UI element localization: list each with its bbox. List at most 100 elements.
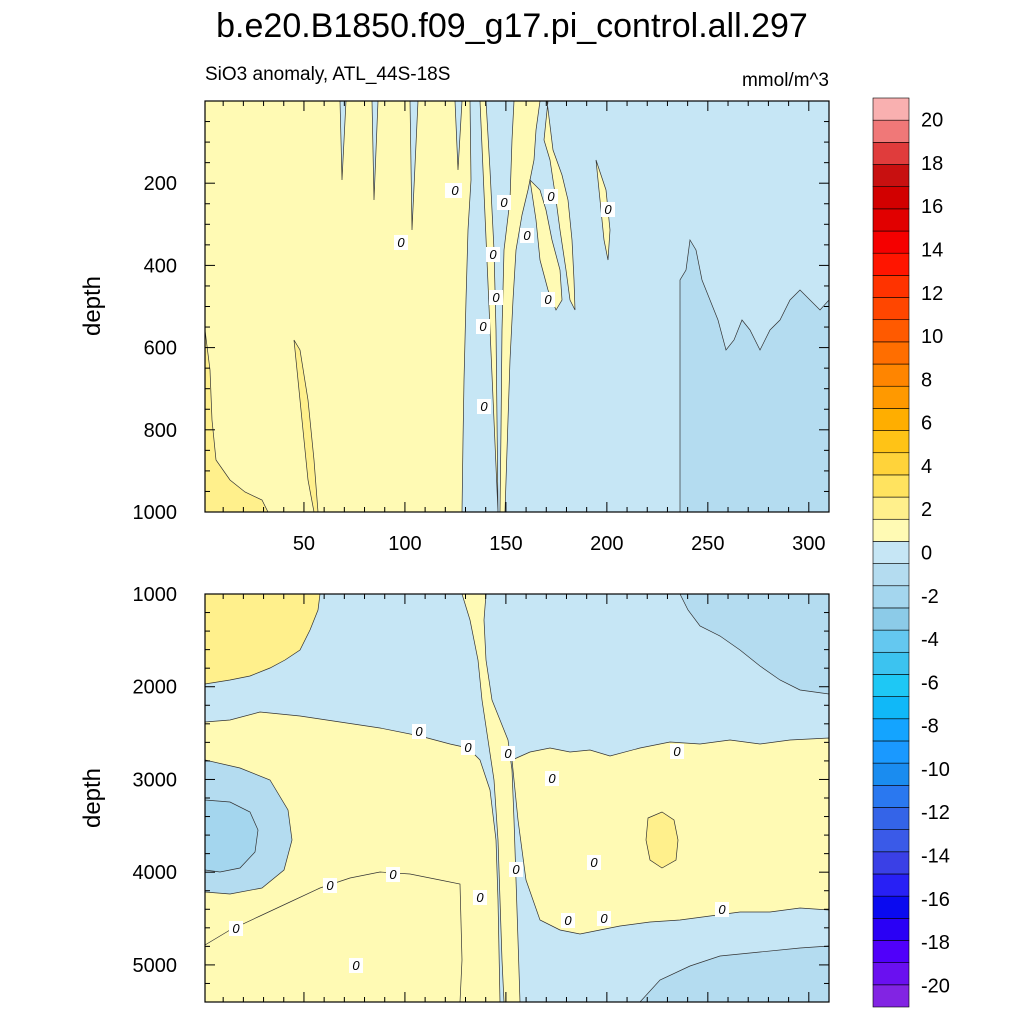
- colorbar-swatch: [872, 740, 910, 764]
- colorbar-label: -14: [921, 846, 950, 868]
- colorbar-swatch: [872, 164, 910, 187]
- colorbar-swatch: [872, 918, 910, 941]
- colorbar-swatch: [872, 629, 910, 653]
- y-tick-label: 1000: [133, 502, 178, 524]
- svg-text:0: 0: [673, 744, 681, 759]
- contour-label: 0: [477, 399, 491, 414]
- y-tick-label: 400: [144, 255, 177, 277]
- y-tick-label: 3000: [133, 769, 178, 791]
- lower-y-axis-label: depth: [79, 768, 106, 828]
- contour-label: 0: [597, 911, 611, 926]
- colorbar-swatch: [872, 607, 910, 631]
- colorbar-swatch: [872, 385, 910, 409]
- colorbar-swatch: [872, 829, 910, 853]
- svg-text:0: 0: [590, 855, 598, 870]
- colorbar-label: 8: [921, 369, 932, 391]
- contour-label: 0: [473, 890, 487, 905]
- colorbar-swatch: [872, 186, 910, 210]
- svg-text:0: 0: [512, 862, 520, 877]
- colorbar-swatch: [872, 518, 910, 542]
- colorbar-swatch: [872, 651, 910, 675]
- contour-label: 0: [349, 958, 363, 973]
- upper-positive-region: [205, 101, 472, 512]
- colorbar-label: 0: [921, 543, 932, 565]
- contour-label: 0: [715, 902, 729, 917]
- colorbar-labels: -20-18-16-14-12-10-8-6-4-202468101214161…: [921, 110, 950, 998]
- colorbar-swatch: [872, 895, 910, 919]
- colorbar-swatch: [872, 984, 910, 1008]
- svg-text:0: 0: [600, 911, 608, 926]
- y-tick-label: 1000: [133, 584, 178, 606]
- colorbar-swatch: [872, 541, 910, 564]
- colorbar-swatch: [872, 807, 910, 830]
- upper-y-axis-label: depth: [79, 276, 106, 336]
- svg-text:0: 0: [326, 878, 334, 893]
- contour-label: 0: [486, 247, 500, 262]
- contour-label: 0: [541, 292, 555, 307]
- x-tick-label: 200: [590, 533, 623, 555]
- svg-text:0: 0: [548, 771, 556, 786]
- colorbar-label: -20: [921, 975, 950, 997]
- chart-title: b.e20.B1850.f09_g17.pi_control.all.297: [216, 7, 808, 45]
- y-tick-label: 200: [144, 173, 177, 195]
- contour-label: 0: [412, 724, 426, 739]
- x-tick-label: 300: [792, 533, 825, 555]
- colorbar-swatch: [872, 230, 910, 254]
- svg-text:0: 0: [523, 228, 531, 243]
- svg-text:0: 0: [564, 913, 572, 928]
- lower-y-ticks: 1000 2000 3000 4000 5000: [133, 584, 829, 1003]
- upper-warm-streak: [293, 339, 319, 512]
- svg-text:0: 0: [464, 740, 472, 755]
- svg-text:0: 0: [489, 247, 497, 262]
- colorbar-swatch: [872, 408, 910, 431]
- colorbar-swatch: [872, 430, 910, 454]
- svg-text:0: 0: [547, 189, 555, 204]
- colorbar-label: 16: [921, 196, 943, 218]
- contour-label: 0: [670, 744, 684, 759]
- svg-text:0: 0: [397, 235, 405, 250]
- contour-label: 0: [587, 855, 601, 870]
- contour-label: 0: [448, 183, 462, 198]
- contour-label: 0: [461, 740, 475, 755]
- colorbar-label: -18: [921, 932, 950, 954]
- colorbar-swatch: [872, 873, 910, 897]
- lower-contour-labels: 0 0 0 0 0 0 0 0 0 0 0 0 0 0 0: [229, 724, 729, 973]
- chart-subtitle: SiO3 anomaly, ATL_44S-18S: [205, 64, 450, 85]
- lower-contour-field: 0 0 0 0 0 0 0 0 0 0 0 0 0 0 0: [205, 594, 829, 1002]
- colorbar-swatch: [872, 718, 910, 742]
- colorbar-label: -10: [921, 759, 950, 781]
- upper-positive-streaks: [479, 101, 576, 512]
- contour-label: 0: [601, 202, 615, 217]
- colorbar-swatch: [872, 97, 910, 121]
- svg-text:0: 0: [500, 195, 508, 210]
- upper-x-ticks: 50 100 150 200 250 300: [222, 101, 830, 555]
- contour-label: 0: [497, 195, 511, 210]
- upper-warm-lower-left: [205, 329, 269, 512]
- lower-warm-upper-left: [205, 594, 321, 685]
- lower-panel: 0 0 0 0 0 0 0 0 0 0 0 0 0 0 0 1000 2000 3000 4000 5000 dep…: [79, 584, 830, 1003]
- upper-y-ticks: 200 400 600 800 1000: [133, 100, 829, 524]
- colorbar-swatch: [872, 252, 910, 276]
- colorbar-swatch: [872, 696, 910, 720]
- y-tick-label: 800: [144, 420, 177, 442]
- colorbar-swatch: [872, 142, 910, 165]
- colorbar-label: -8: [921, 716, 939, 738]
- svg-text:0: 0: [415, 724, 423, 739]
- colorbar-label: 4: [921, 456, 932, 478]
- x-tick-label: 100: [388, 533, 421, 555]
- colorbar-swatch: [872, 208, 910, 232]
- svg-text:0: 0: [718, 902, 726, 917]
- y-tick-label: 4000: [133, 862, 178, 884]
- colorbar-swatch: [872, 319, 910, 343]
- contour-label: 0: [520, 228, 534, 243]
- y-tick-label: 5000: [133, 955, 178, 977]
- colorbar-swatch: [872, 762, 910, 786]
- svg-text:0: 0: [232, 921, 240, 936]
- contour-label: 0: [561, 913, 575, 928]
- contour-label: 0: [509, 862, 523, 877]
- x-tick-label: 50: [293, 533, 315, 555]
- lower-cold-upper-right: [679, 594, 829, 695]
